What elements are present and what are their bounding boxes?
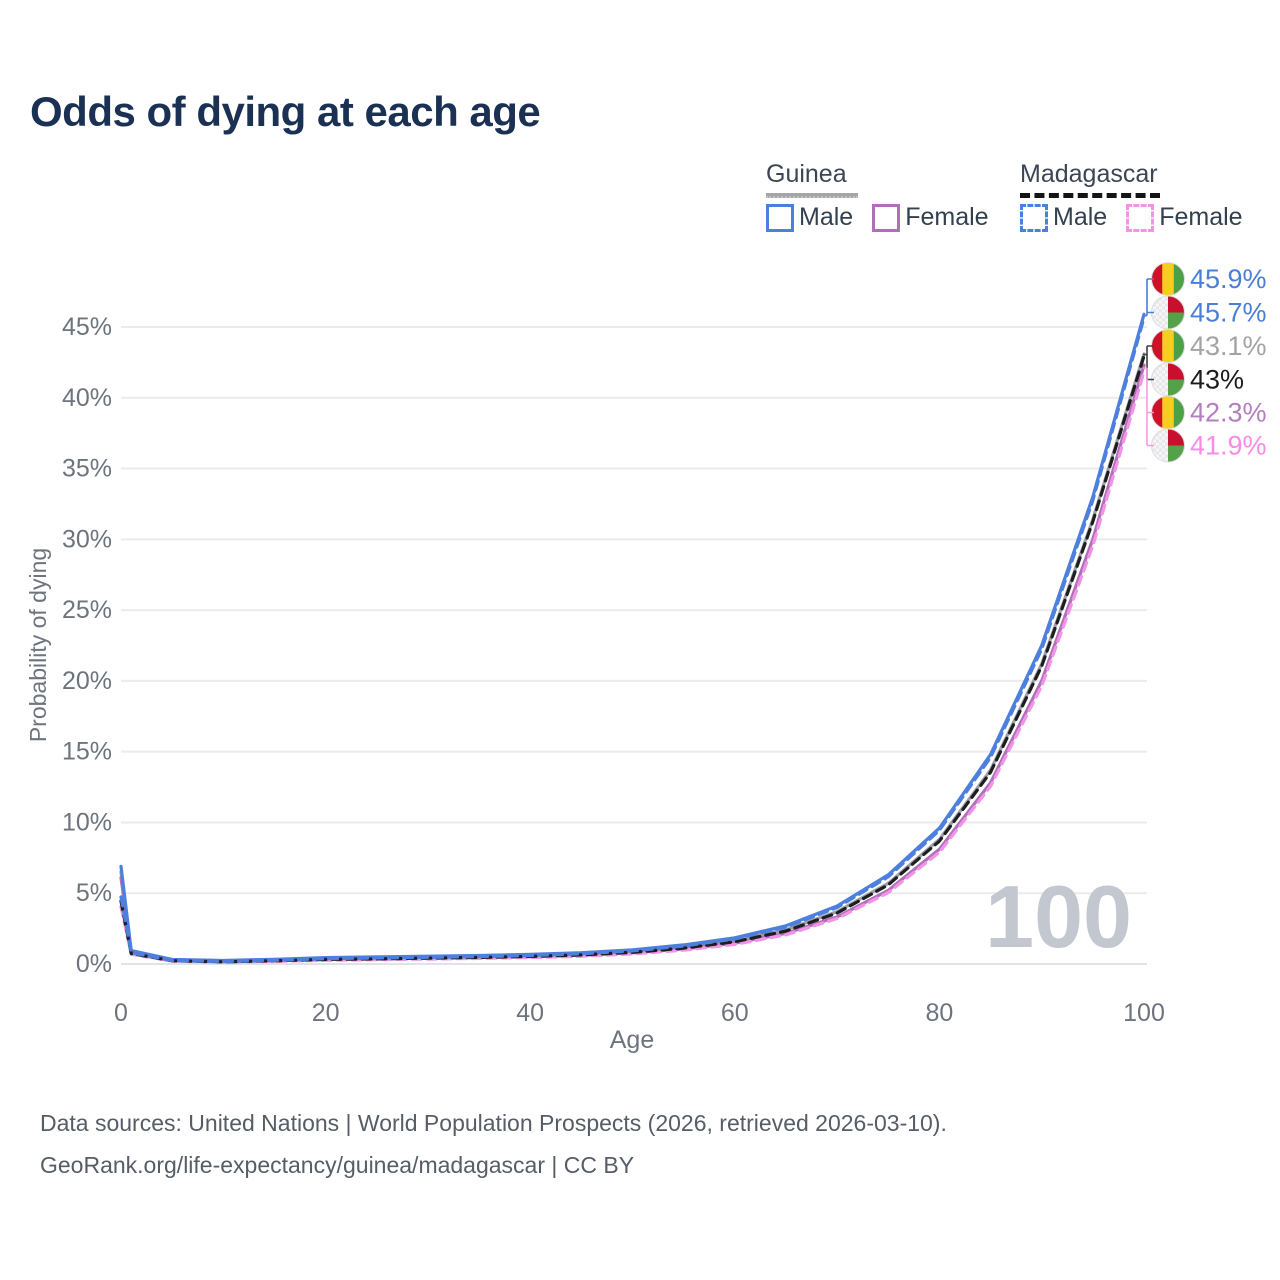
legend-item-label: Male	[1053, 203, 1108, 231]
series-line-madagascar-male[interactable]	[119, 316, 1146, 964]
end-label: 43.1%	[1190, 331, 1267, 361]
footer-attribution: GeoRank.org/life-expectancy/guinea/madag…	[40, 1152, 635, 1178]
madagascar-flag-icon	[1151, 363, 1185, 396]
y-tick-label: 45%	[62, 313, 112, 341]
end-label: 45.9%	[1190, 264, 1267, 294]
x-tick-label: 80	[925, 999, 953, 1027]
page-title: Odds of dying at each age	[30, 88, 541, 135]
axis-labels: 0% 5% 10% 15% 20% 25% 30% 35% 40% 45% 0 20 40 60 80 100	[62, 313, 1165, 1027]
legend-group-guinea[interactable]: Guinea	[766, 160, 847, 188]
end-label: 41.9%	[1190, 431, 1267, 461]
x-tick-label: 40	[516, 999, 544, 1027]
y-tick-label: 20%	[62, 667, 112, 695]
end-label-bracket	[1143, 367, 1154, 447]
legend-item-label: Male	[799, 203, 854, 231]
end-label-bracket	[1143, 278, 1154, 317]
x-axis-title: Age	[610, 1026, 654, 1054]
legend-item-guinea-male[interactable]: Male	[766, 203, 853, 232]
footer-sources: Data sources: United Nations | World Pop…	[40, 1110, 947, 1136]
guinea-solid-line-sample	[766, 193, 858, 198]
y-tick-label: 40%	[62, 384, 112, 412]
y-axis-title: Probability of dying	[25, 548, 51, 742]
legend-item-madagascar-female[interactable]: Female	[1126, 203, 1243, 232]
legend-item-madagascar-male[interactable]: Male	[1020, 203, 1107, 232]
y-tick-label: 15%	[62, 738, 112, 766]
guinea-female-swatch-icon	[872, 203, 901, 232]
y-tick-label: 30%	[62, 525, 112, 553]
hover-age-watermark: 100	[985, 867, 1132, 966]
guinea-flag-icon	[1151, 262, 1185, 296]
gridlines	[121, 326, 1147, 965]
series-line-guinea-male[interactable]	[119, 312, 1146, 963]
x-tick-label: 100	[1123, 999, 1165, 1027]
x-tick-label: 0	[114, 999, 128, 1027]
y-tick-label: 5%	[76, 879, 112, 907]
legend-item-guinea-female[interactable]: Female	[872, 203, 989, 232]
x-tick-label: 20	[312, 999, 340, 1027]
legend-group-madagascar[interactable]: Madagascar	[1020, 160, 1158, 188]
guinea-flag-icon	[1151, 329, 1185, 363]
guinea-flag-icon	[1151, 396, 1185, 429]
legend-item-label: Female	[905, 203, 989, 231]
legend-item-label: Female	[1159, 203, 1243, 231]
madagascar-flag-icon	[1151, 429, 1185, 462]
guinea-male-swatch-icon	[766, 203, 794, 232]
y-tick-label: 35%	[62, 455, 112, 483]
end-label: 45.7%	[1190, 298, 1267, 328]
madagascar-dashed-line-sample	[1020, 193, 1160, 198]
madagascar-female-swatch-icon	[1126, 203, 1155, 232]
y-tick-label: 10%	[62, 808, 112, 836]
y-tick-label: 25%	[62, 596, 112, 624]
end-label-bracket	[1143, 345, 1154, 381]
end-label: 43%	[1190, 365, 1244, 395]
end-label: 42.3%	[1190, 398, 1267, 428]
x-tick-label: 60	[721, 999, 749, 1027]
y-tick-label: 0%	[76, 950, 112, 978]
madagascar-male-swatch-icon	[1020, 203, 1048, 232]
